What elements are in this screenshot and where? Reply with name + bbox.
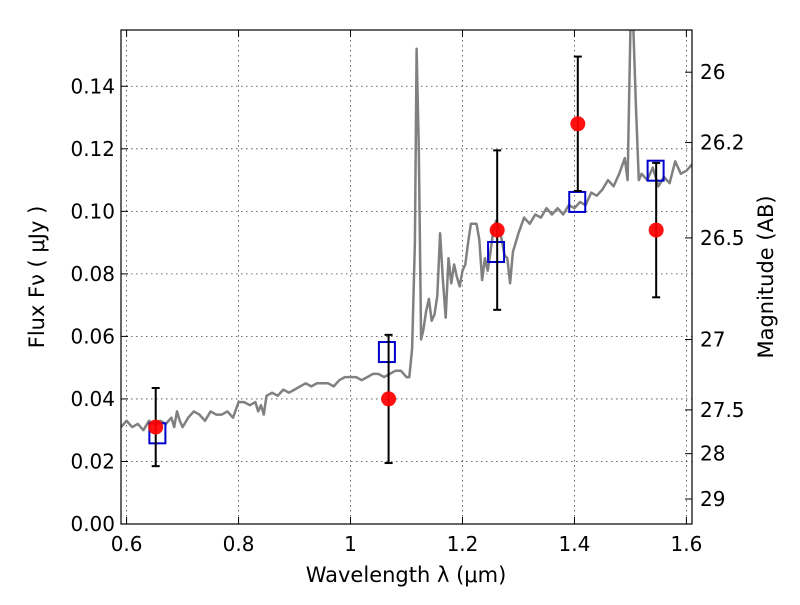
model-photometry-square bbox=[487, 240, 506, 263]
y-axis-right-title: Magnitude (AB) bbox=[754, 195, 778, 358]
observed-flux-point bbox=[570, 116, 586, 132]
sed-model-line bbox=[121, 30, 692, 432]
observed-flux-point bbox=[648, 222, 664, 238]
x-tick-label: 1.2 bbox=[447, 532, 479, 556]
right-tick-label: 27.5 bbox=[700, 398, 745, 422]
y-axis-right: 26 26.2 26.5 27 27.5 28 29 bbox=[685, 60, 745, 511]
y-tick-label: 0.04 bbox=[70, 387, 115, 411]
observed-flux-point bbox=[489, 222, 505, 238]
model-photometry-square bbox=[377, 341, 396, 364]
y-tick-label: 0.14 bbox=[70, 74, 115, 98]
observed-flux-point bbox=[381, 391, 397, 407]
y-axis-left: 0.00 0.02 0.04 0.06 0.08 0.10 0.12 0.14 bbox=[70, 74, 128, 536]
right-tick-label: 29 bbox=[700, 487, 725, 511]
y-tick-label: 0.00 bbox=[70, 512, 115, 536]
right-tick-label: 26 bbox=[700, 60, 725, 84]
model-photometry-square bbox=[568, 190, 587, 213]
x-tick-label: 1.6 bbox=[670, 532, 702, 556]
y-tick-label: 0.10 bbox=[70, 199, 115, 223]
x-axis: 0.6 0.8 1 1.2 1.4 1.6 bbox=[111, 30, 702, 556]
right-tick-label: 26.2 bbox=[700, 131, 745, 155]
x-tick-label: 0.6 bbox=[111, 532, 143, 556]
series-layer bbox=[121, 30, 692, 468]
x-axis-title: Wavelength λ (μm) bbox=[306, 563, 507, 587]
y-tick-label: 0.08 bbox=[70, 262, 115, 286]
y-tick-label: 0.12 bbox=[70, 137, 115, 161]
right-tick-label: 28 bbox=[700, 442, 725, 466]
x-tick-label: 1.4 bbox=[559, 532, 591, 556]
observed-flux-point bbox=[148, 419, 164, 435]
x-tick-label: 0.8 bbox=[223, 532, 255, 556]
x-tick-label: 1 bbox=[344, 532, 357, 556]
y-axis-title: Flux Fν ( μJy ) bbox=[25, 206, 49, 349]
grid-lines bbox=[121, 30, 692, 525]
right-tick-label: 26.5 bbox=[700, 226, 745, 250]
y-tick-label: 0.02 bbox=[70, 449, 115, 473]
right-tick-label: 27 bbox=[700, 328, 725, 352]
plot-frame bbox=[120, 29, 693, 525]
y-tick-label: 0.06 bbox=[70, 324, 115, 348]
